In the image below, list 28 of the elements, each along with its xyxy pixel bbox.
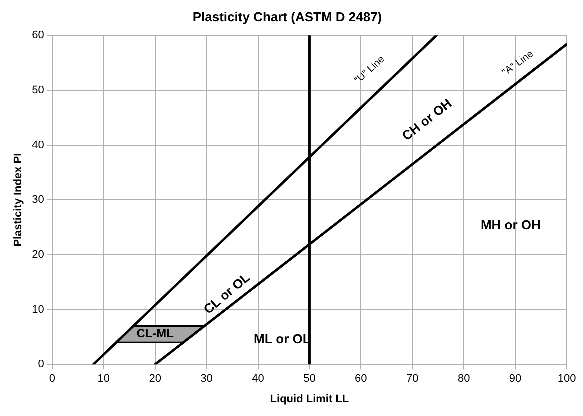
y-tick-label: 20 — [32, 248, 44, 261]
x-tick-label: 20 — [149, 373, 162, 386]
annotation: MH or OH — [480, 217, 541, 232]
y-tick-label: 50 — [32, 84, 44, 96]
x-tick-label: 80 — [458, 373, 470, 386]
x-tick-label: 40 — [252, 373, 264, 386]
y-tick-label: 40 — [32, 139, 44, 152]
annotation: CL or OL — [200, 270, 253, 318]
x-tick-label: 90 — [509, 373, 522, 386]
x-tick-label: 60 — [355, 373, 368, 386]
y-tick-label: 0 — [38, 358, 44, 371]
annotation: ML or OL — [254, 332, 311, 347]
x-tick-label: 30 — [200, 373, 213, 386]
chart-title: Plasticity Chart (ASTM D 2487) — [192, 9, 382, 24]
annotation: CH or OH — [399, 96, 455, 144]
x-tick-label: 0 — [49, 373, 56, 386]
x-tick-label: 50 — [304, 373, 316, 386]
y-tick-label: 30 — [32, 194, 44, 206]
x-tick-label: 70 — [406, 373, 419, 386]
annotation: CL-ML — [136, 326, 174, 341]
annotation: "U" Line — [353, 54, 388, 86]
x-tick-label: 10 — [98, 373, 110, 386]
annotation: "A" Line — [500, 48, 536, 79]
y-axis-title: Plasticity Index PI — [12, 153, 25, 247]
x-tick-label: 100 — [558, 373, 576, 386]
y-tick-label: 10 — [32, 304, 44, 316]
y-tick-label: 60 — [32, 30, 44, 42]
x-axis-title: Liquid Limit LL — [270, 393, 350, 406]
